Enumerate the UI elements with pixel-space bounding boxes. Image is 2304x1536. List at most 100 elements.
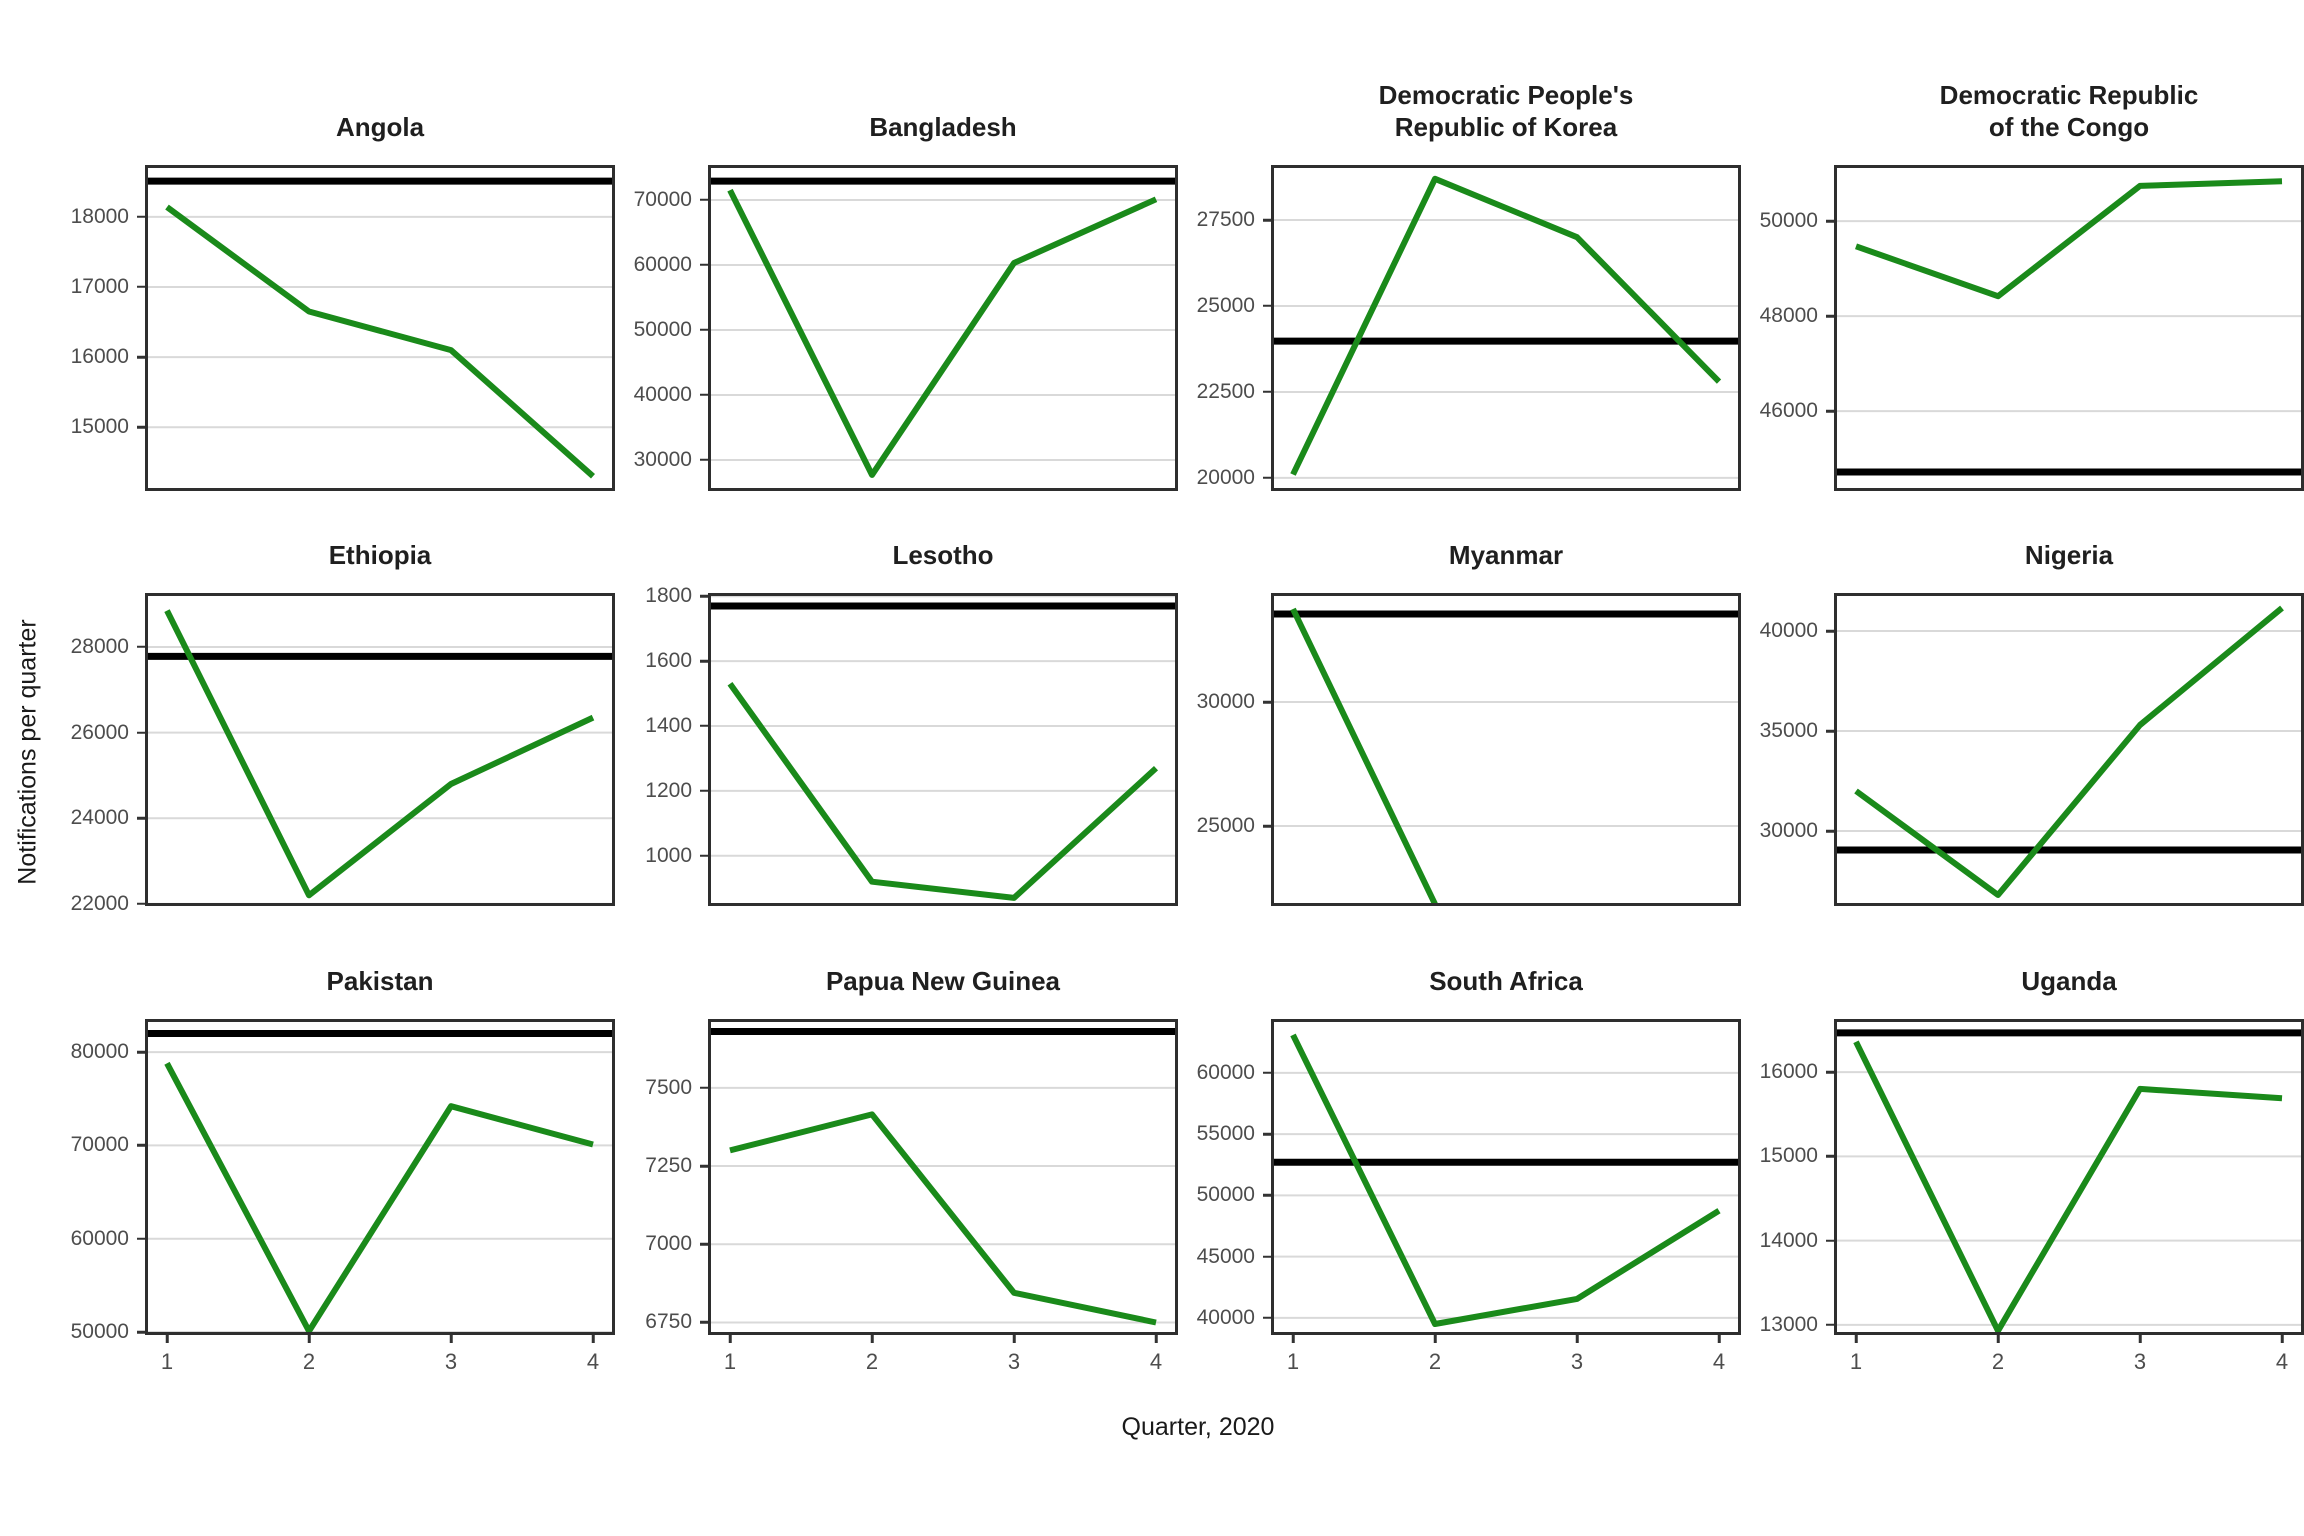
y-tick-label: 7250 xyxy=(645,1154,692,1178)
y-tick-mark xyxy=(1263,1316,1271,1320)
y-tick-mark xyxy=(1263,304,1271,308)
y-tick-label: 1600 xyxy=(645,649,692,673)
y-tick-mark xyxy=(700,1243,708,1246)
y-tick-mark xyxy=(700,1164,708,1168)
y-tick-mark xyxy=(1263,1071,1271,1075)
y-tick-mark xyxy=(700,458,708,462)
chart-title-line: Lesotho xyxy=(892,540,994,570)
trend-line xyxy=(165,204,595,479)
trend-line xyxy=(727,682,1159,901)
y-tick-label: 35000 xyxy=(1759,719,1818,742)
chart-title-line: Democratic Republic xyxy=(1939,80,2199,110)
x-tick-mark xyxy=(870,1335,874,1343)
x-tick-mark xyxy=(1012,1335,1016,1343)
y-tick-mark xyxy=(700,328,708,332)
y-tick-mark xyxy=(700,1321,708,1324)
y-tick-mark xyxy=(700,393,708,397)
trend-line xyxy=(1853,1040,2283,1334)
chart-title-line: of the Congo xyxy=(1988,112,2150,142)
chart-title-line: Republic of Korea xyxy=(1394,112,1618,142)
y-tick-mark xyxy=(700,854,708,857)
line-chart-panel xyxy=(708,1019,1178,1335)
facet-myanmar: Myanmar 25000 30000 xyxy=(1178,491,1741,906)
y-tick-label: 50000 xyxy=(1759,209,1818,233)
facet-democratic-republic-of-the-congo: Democratic Republic of the Congo 46000 4800… xyxy=(1741,0,2304,491)
y-tick-mark xyxy=(137,1050,145,1054)
y-tick-mark xyxy=(1826,1070,1834,1074)
y-tick-mark xyxy=(700,789,708,793)
trend-line xyxy=(727,188,1158,478)
facet-democratic-people-s-republic-of-korea: Democratic People's Republic of Korea 2000… xyxy=(1178,0,1741,491)
chart-area: 15000 16000 17000 18000 xyxy=(52,165,615,491)
y-tick-mark xyxy=(137,1237,145,1240)
line-chart-panel xyxy=(1271,593,1741,906)
chart-area: 46000 48000 50000 xyxy=(1741,165,2304,491)
y-tick-mark xyxy=(1263,1255,1271,1258)
y-tick-label: 18000 xyxy=(70,204,129,228)
y-tick-mark xyxy=(700,594,708,598)
y-tick-mark xyxy=(137,1330,145,1334)
chart-title: Uganda xyxy=(1834,906,2304,1019)
y-axis-ticks: 40000 45000 50000 55000 60000 xyxy=(1178,1019,1271,1335)
chart-area: 13000 14000 15000 16000 xyxy=(1741,1019,2304,1336)
y-tick-label: 60000 xyxy=(70,1226,129,1250)
y-tick-label: 1200 xyxy=(645,778,692,802)
x-tick-label: 1 xyxy=(1849,1349,1863,1374)
facet-ethiopia: Ethiopia 22000 24000 26000 28000 xyxy=(52,491,615,915)
panel-border xyxy=(1271,165,1741,491)
facet-nigeria: Nigeria 30000 35000 40000 xyxy=(1741,491,2304,906)
y-tick-mark xyxy=(137,285,145,289)
line-chart-panel xyxy=(1271,165,1741,491)
x-tick-label: 1 xyxy=(1286,1349,1300,1374)
y-tick-mark xyxy=(700,1086,708,1090)
chart-title: Democratic People's Republic of Korea xyxy=(1271,0,1741,165)
y-tick-mark xyxy=(700,659,708,663)
y-tick-label: 50000 xyxy=(633,317,692,341)
y-tick-label: 50000 xyxy=(70,1320,129,1343)
x-tick-mark xyxy=(165,1335,169,1343)
chart-title: Myanmar xyxy=(1271,491,1741,593)
y-tick-mark xyxy=(137,816,145,820)
y-tick-label: 15000 xyxy=(70,415,129,439)
facet-lesotho: Lesotho 1000 1200 1400 1600 1800 xyxy=(615,491,1178,906)
line-chart-panel xyxy=(1834,165,2304,491)
line-chart-panel xyxy=(1271,1019,1741,1335)
facet-uganda: Uganda 13000 14000 15000 16000 1 2 3 4 xyxy=(1741,906,2304,1389)
chart-title-line: Uganda xyxy=(2021,966,2117,996)
y-tick-label: 50000 xyxy=(1196,1183,1255,1207)
x-tick-mark xyxy=(1854,1335,1858,1343)
chart-area: 50000 60000 70000 80000 xyxy=(52,1019,615,1343)
y-axis-ticks: 30000 40000 50000 60000 70000 xyxy=(615,165,708,491)
y-tick-label: 60000 xyxy=(1196,1060,1255,1084)
chart-title: Nigeria xyxy=(1834,491,2304,593)
chart-title: Bangladesh xyxy=(708,0,1178,165)
x-tick-mark xyxy=(449,1335,453,1343)
chart-title: Papua New Guinea xyxy=(708,906,1178,1019)
y-tick-mark xyxy=(1826,1323,1834,1327)
x-axis-ticks: 1 2 3 4 xyxy=(708,1335,1178,1389)
facet-grid: Angola 15000 16000 17000 18000 Bangladesh 3000… xyxy=(52,0,2304,1442)
x-tick-label: 1 xyxy=(723,1349,737,1374)
y-tick-label: 16000 xyxy=(1759,1060,1818,1084)
chart-area: 25000 30000 xyxy=(1178,593,1741,906)
x-tick-mark xyxy=(2280,1335,2284,1343)
chart-area: 30000 40000 50000 60000 70000 xyxy=(615,165,1178,491)
y-tick-label: 26000 xyxy=(70,720,129,744)
y-axis-ticks: 13000 14000 15000 16000 xyxy=(1741,1019,1834,1336)
chart-title-line: Bangladesh xyxy=(869,112,1017,142)
x-tick-mark xyxy=(1575,1335,1579,1343)
y-axis-ticks: 22000 24000 26000 28000 xyxy=(52,593,145,915)
y-tick-mark xyxy=(1826,1155,1834,1158)
x-axis-caption: Quarter, 2020 xyxy=(1121,1413,1275,1441)
x-tick-mark xyxy=(591,1335,595,1343)
x-tick-label: 3 xyxy=(2133,1349,2147,1374)
x-axis-ticks: 1 2 3 4 xyxy=(1271,1335,1741,1389)
y-tick-mark xyxy=(1263,824,1271,828)
chart-title-line: Ethiopia xyxy=(328,540,432,570)
y-tick-label: 30000 xyxy=(633,447,692,471)
x-tick-mark xyxy=(1154,1335,1158,1343)
line-chart-panel xyxy=(145,1019,615,1335)
y-tick-label: 6750 xyxy=(645,1310,692,1334)
x-tick-label: 3 xyxy=(1007,1349,1021,1374)
y-axis-ticks: 15000 16000 17000 18000 xyxy=(52,165,145,491)
